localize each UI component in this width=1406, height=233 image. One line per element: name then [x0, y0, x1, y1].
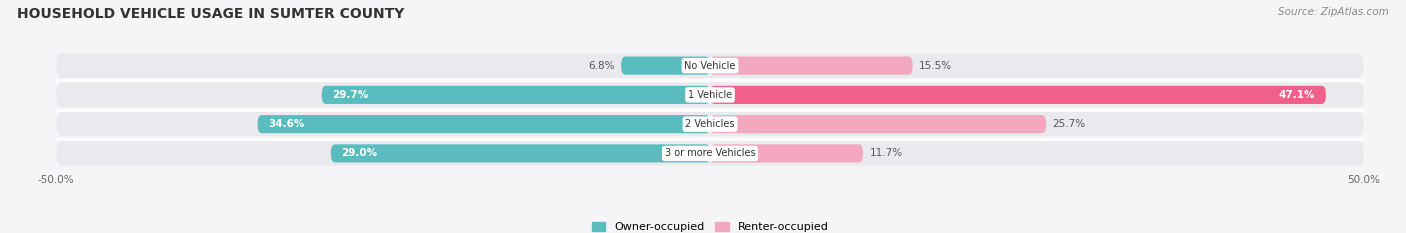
FancyBboxPatch shape	[257, 115, 710, 133]
Text: 6.8%: 6.8%	[588, 61, 614, 71]
Text: 29.7%: 29.7%	[332, 90, 368, 100]
Text: HOUSEHOLD VEHICLE USAGE IN SUMTER COUNTY: HOUSEHOLD VEHICLE USAGE IN SUMTER COUNTY	[17, 7, 405, 21]
Text: 1 Vehicle: 1 Vehicle	[688, 90, 733, 100]
Text: 2 Vehicles: 2 Vehicles	[685, 119, 735, 129]
Text: 11.7%: 11.7%	[869, 148, 903, 158]
Text: Source: ZipAtlas.com: Source: ZipAtlas.com	[1278, 7, 1389, 17]
Text: 3 or more Vehicles: 3 or more Vehicles	[665, 148, 755, 158]
FancyBboxPatch shape	[710, 57, 912, 75]
Legend: Owner-occupied, Renter-occupied: Owner-occupied, Renter-occupied	[592, 222, 828, 232]
FancyBboxPatch shape	[710, 144, 863, 162]
Text: 15.5%: 15.5%	[920, 61, 952, 71]
FancyBboxPatch shape	[56, 112, 1364, 137]
FancyBboxPatch shape	[621, 57, 710, 75]
FancyBboxPatch shape	[710, 86, 1326, 104]
Text: 34.6%: 34.6%	[269, 119, 305, 129]
FancyBboxPatch shape	[710, 115, 1046, 133]
Text: No Vehicle: No Vehicle	[685, 61, 735, 71]
FancyBboxPatch shape	[56, 141, 1364, 166]
Text: 25.7%: 25.7%	[1053, 119, 1085, 129]
Text: 29.0%: 29.0%	[342, 148, 377, 158]
Text: 47.1%: 47.1%	[1279, 90, 1316, 100]
FancyBboxPatch shape	[56, 82, 1364, 107]
FancyBboxPatch shape	[330, 144, 710, 162]
FancyBboxPatch shape	[56, 53, 1364, 78]
FancyBboxPatch shape	[322, 86, 710, 104]
